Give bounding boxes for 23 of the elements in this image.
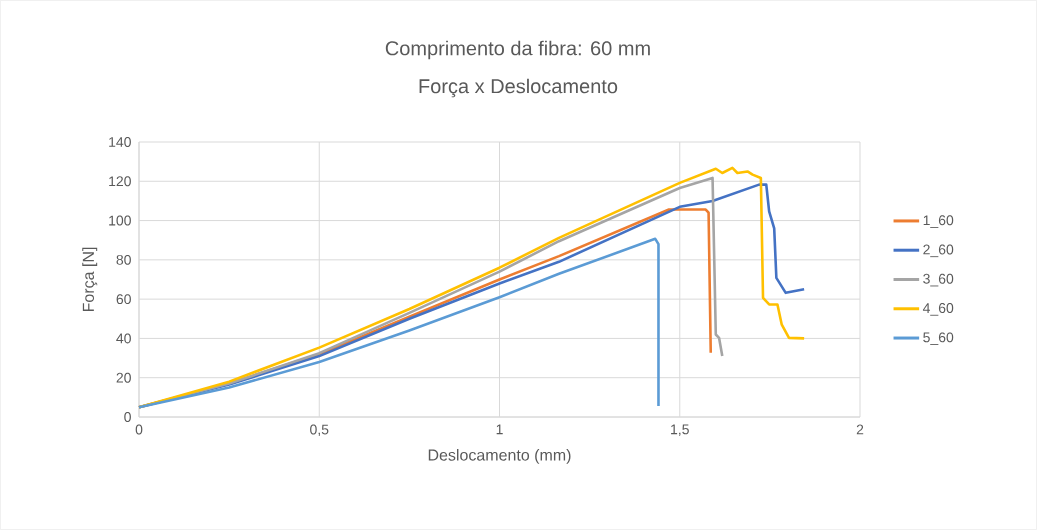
legend-label: 3_60 (923, 273, 954, 287)
y-tick-label: 40 (116, 333, 131, 344)
legend-label: 2_60 (923, 244, 954, 258)
legend-label: 1_60 (923, 215, 954, 228)
legend-label: 4_60 (922, 303, 954, 316)
chart-subtitle: Força x Deslocamento (419, 78, 618, 98)
x-tick-label: 1,5 (671, 424, 689, 436)
y-tick-label: 80 (116, 254, 131, 265)
y-tick-label: 20 (116, 372, 131, 383)
y-tick-label: 140 (109, 137, 131, 147)
y-tick-label: 60 (116, 294, 131, 305)
legend-label: 5_60 (923, 332, 954, 345)
line-series (137, 237, 660, 409)
x-tick-label: 2 (856, 424, 864, 435)
chart-title: Comprimento da fibra: 60 mm (385, 40, 650, 60)
y-tick-label: 100 (109, 215, 131, 226)
x-tick-label: 0,5 (310, 424, 329, 437)
x-tick-label: 0 (135, 424, 143, 435)
x-tick-label: 1 (496, 424, 503, 435)
x-axis-title: Deslocamento (mm) (428, 448, 571, 464)
y-tick-label: 120 (109, 176, 131, 187)
y-axis-title: Força [N] (82, 247, 98, 312)
y-tick-label: 0 (124, 412, 131, 422)
